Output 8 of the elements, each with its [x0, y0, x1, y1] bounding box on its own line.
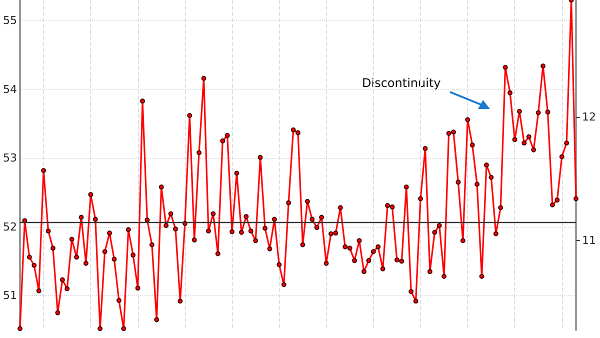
- y-tick-label: 52: [2, 220, 17, 234]
- annotation: Discontinuity: [362, 76, 441, 90]
- y2-tick-label: 12: [582, 110, 596, 124]
- y2-tick-label: 11: [582, 234, 596, 248]
- y-tick-label: 54: [2, 82, 17, 96]
- y-tick-label: 55: [2, 14, 17, 28]
- y-tick-label: 51: [2, 289, 17, 302]
- y-tick-label: 53: [2, 152, 17, 165]
